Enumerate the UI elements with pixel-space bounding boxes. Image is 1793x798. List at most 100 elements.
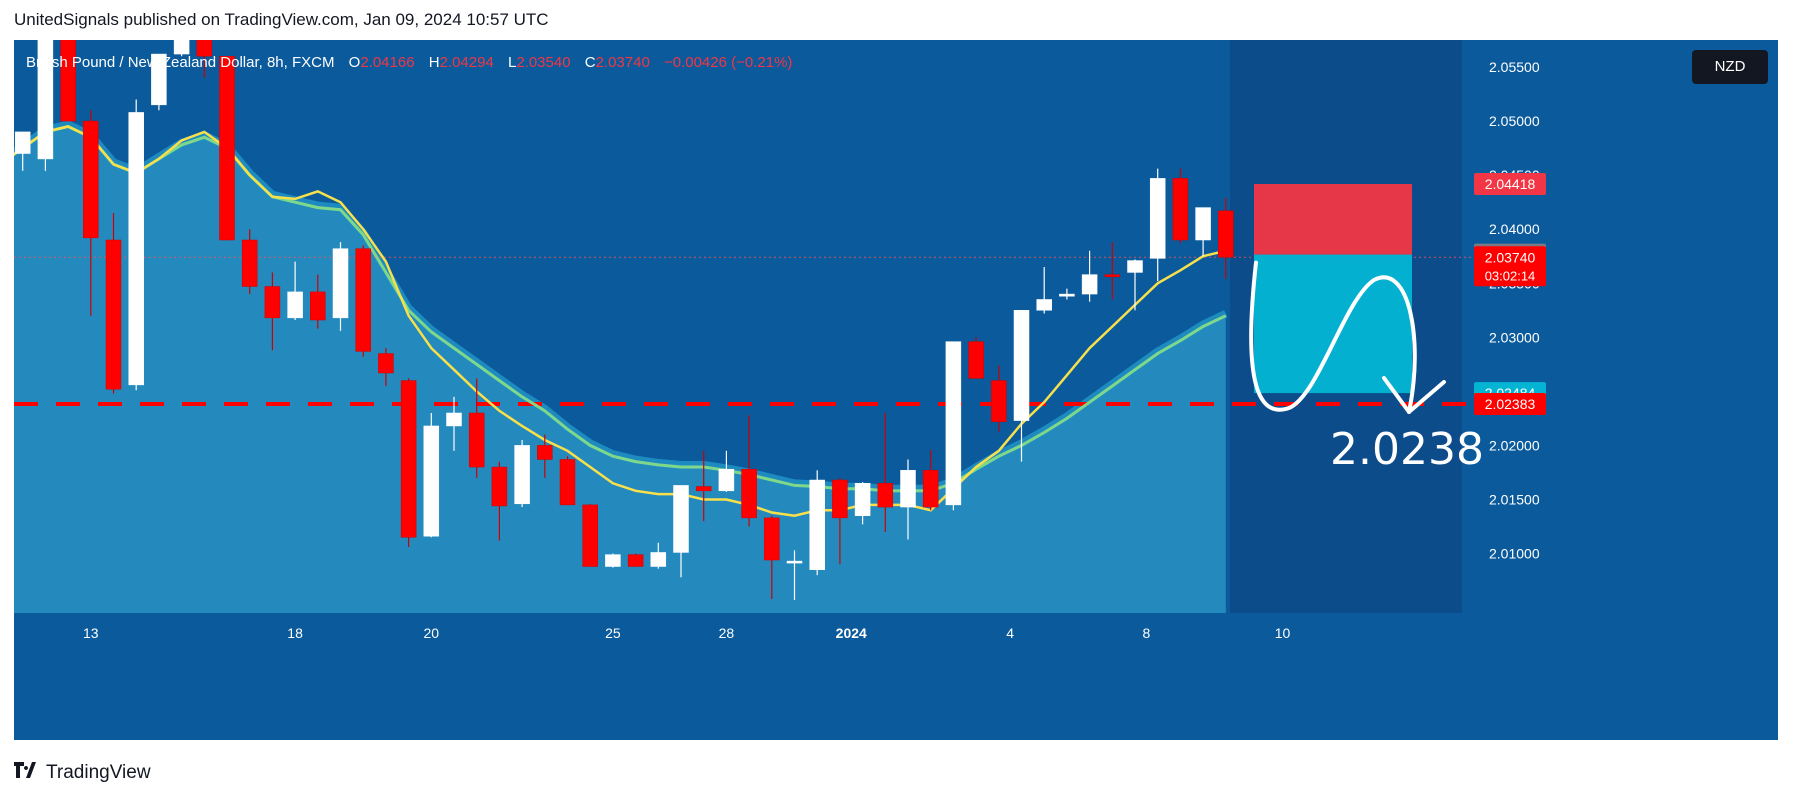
candle xyxy=(310,274,326,329)
candle-body xyxy=(1218,210,1234,258)
candle xyxy=(809,470,825,576)
candle xyxy=(423,412,440,538)
candle-body xyxy=(241,239,258,287)
candle-body xyxy=(718,468,735,492)
y-tick-label: 2.01000 xyxy=(1489,546,1540,562)
tradingview-logo-icon xyxy=(14,761,40,784)
candle-body xyxy=(968,341,984,379)
x-tick-label: 20 xyxy=(424,625,440,641)
countdown-text: 03:02:14 xyxy=(1485,268,1536,283)
candle-body xyxy=(605,554,621,567)
candle xyxy=(832,477,848,565)
candle xyxy=(105,212,122,394)
candle-body xyxy=(60,40,76,122)
candle xyxy=(991,365,1007,432)
candle-body xyxy=(786,560,803,564)
chart-frame[interactable]: 2.0238 2.055002.050002.045002.040002.035… xyxy=(14,40,1778,740)
candle xyxy=(559,456,576,506)
candle-body xyxy=(491,466,508,507)
candle xyxy=(1081,250,1098,302)
x-tick-label: 8 xyxy=(1142,625,1150,641)
open-value: 2.04166 xyxy=(360,54,415,71)
candle xyxy=(219,55,235,241)
tradingview-brand: TradingView xyxy=(46,761,151,783)
candle-body xyxy=(877,483,894,508)
candle-body xyxy=(173,40,190,55)
candle xyxy=(1172,168,1189,244)
y-tick-label: 2.05000 xyxy=(1489,113,1540,129)
candle xyxy=(1059,288,1075,300)
candle-body xyxy=(1195,207,1211,241)
candle xyxy=(332,242,349,331)
candle xyxy=(355,245,371,357)
candle-body xyxy=(468,412,485,468)
candle-body xyxy=(1172,178,1189,241)
candle xyxy=(582,503,598,567)
publisher-header: UnitedSignals published on TradingView.c… xyxy=(14,10,549,29)
symbol-name[interactable]: British Pound / New Zealand Dollar, 8h, … xyxy=(26,54,335,71)
candle-body xyxy=(991,380,1007,422)
price-label: 2.02383 xyxy=(1474,393,1546,416)
candle xyxy=(1104,242,1121,300)
price-label-bg xyxy=(1474,246,1546,287)
candle-body xyxy=(764,517,780,561)
candle-body xyxy=(14,131,31,154)
candle-body xyxy=(332,248,349,319)
candle-body xyxy=(423,425,440,537)
candle xyxy=(400,378,417,548)
candle-body xyxy=(537,445,553,460)
price-label-text: 2.03740 xyxy=(1485,249,1536,265)
x-tick-label: 13 xyxy=(83,625,99,641)
candle xyxy=(877,412,894,532)
x-tick-label: 25 xyxy=(605,625,621,641)
candle xyxy=(945,341,962,511)
y-tick-label: 2.03000 xyxy=(1489,329,1540,345)
candle xyxy=(378,348,394,386)
candle-body xyxy=(559,459,576,506)
ma-area-fill xyxy=(14,126,1226,613)
candle xyxy=(1036,267,1052,314)
curved-arrow-drawing xyxy=(1249,260,1417,414)
tradingview-footer[interactable]: TradingView xyxy=(14,761,151,784)
candle-body xyxy=(1013,310,1030,421)
candle-body xyxy=(650,552,667,567)
take-profit-zone xyxy=(1254,254,1412,394)
candle xyxy=(491,461,508,541)
candle xyxy=(151,53,167,111)
price-label: 2.04418 xyxy=(1474,173,1546,196)
candle-body xyxy=(673,485,689,553)
candle-body xyxy=(128,112,144,386)
candle xyxy=(83,110,99,316)
price-label-bg xyxy=(1474,393,1546,416)
candle-body xyxy=(355,248,371,352)
candle-body xyxy=(627,554,644,567)
low-value: 2.03540 xyxy=(516,54,571,71)
open-label: O xyxy=(348,54,361,71)
high-value: 2.04294 xyxy=(439,54,494,71)
candle-body xyxy=(105,239,122,390)
candle xyxy=(537,434,553,478)
candle xyxy=(264,272,281,351)
candle-body xyxy=(922,470,939,508)
currency-badge[interactable]: NZD xyxy=(1692,50,1768,84)
candle xyxy=(673,485,689,578)
candle xyxy=(786,550,803,601)
y-tick-label: 2.04000 xyxy=(1489,221,1540,237)
candle xyxy=(922,449,939,511)
target-annotation: 2.0238 xyxy=(1330,424,1484,475)
price-label-text: 2.02383 xyxy=(1485,396,1536,412)
candle-body xyxy=(582,504,598,567)
candle-body xyxy=(1059,293,1075,297)
candle-body xyxy=(446,412,462,427)
x-tick-label: 4 xyxy=(1006,625,1014,641)
candle xyxy=(1218,197,1234,279)
price-chart[interactable]: 2.0238 2.055002.050002.045002.040002.035… xyxy=(14,40,1778,740)
stop-loss-zone xyxy=(1254,184,1412,255)
close-label: C xyxy=(584,54,596,71)
x-tick-label: 10 xyxy=(1275,625,1291,641)
time-axis-panel xyxy=(14,613,1778,740)
candle-body xyxy=(832,479,848,519)
candle xyxy=(605,553,621,568)
candle-body xyxy=(219,55,235,241)
candle xyxy=(968,337,984,379)
